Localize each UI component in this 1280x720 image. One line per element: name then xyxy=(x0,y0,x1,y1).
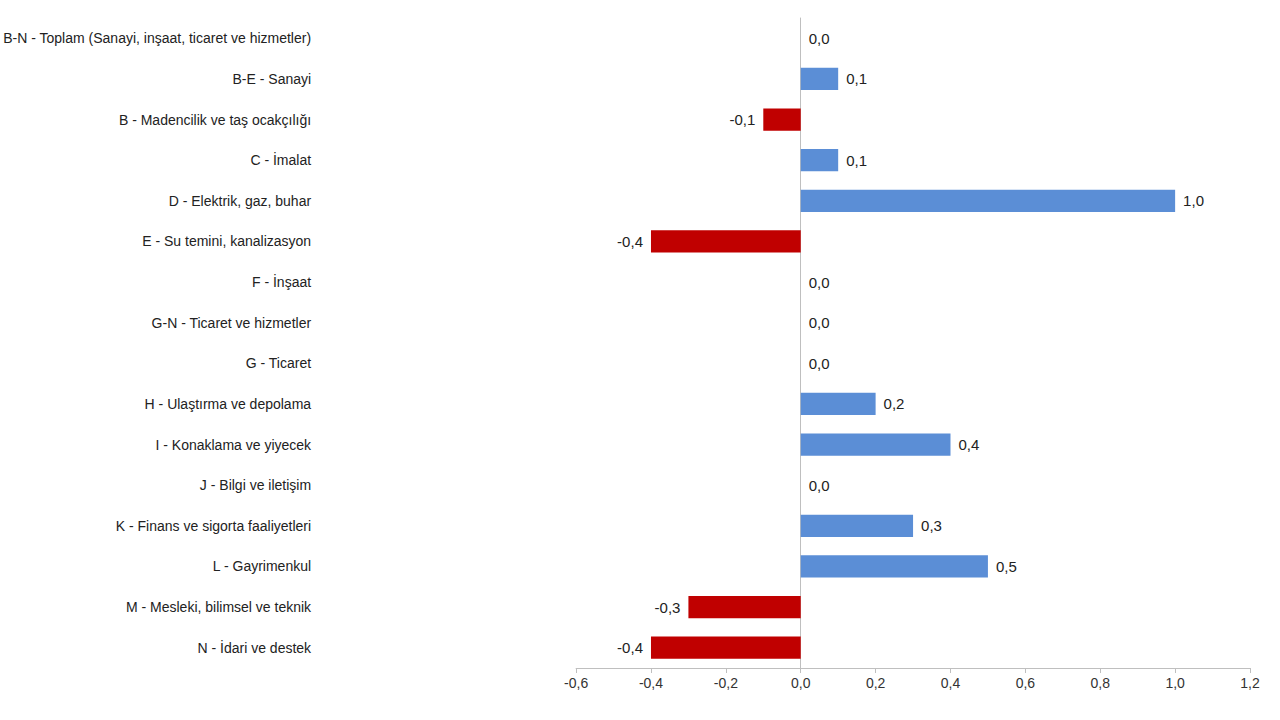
svg-text:B-N - Toplam (Sanayi, inşaat,: B-N - Toplam (Sanayi, inşaat, ticaret ve… xyxy=(3,30,311,46)
svg-text:G-N - Ticaret ve hizmetler: G-N - Ticaret ve hizmetler xyxy=(152,315,312,331)
svg-text:0,1: 0,1 xyxy=(846,152,867,169)
svg-text:0,6: 0,6 xyxy=(1016,675,1036,691)
svg-text:-0,4: -0,4 xyxy=(639,675,663,691)
svg-text:0,3: 0,3 xyxy=(921,517,942,534)
svg-text:0,2: 0,2 xyxy=(866,675,886,691)
svg-text:0,0: 0,0 xyxy=(791,675,811,691)
svg-text:0,0: 0,0 xyxy=(809,314,830,331)
svg-text:I - Konaklama ve yiyecek: I - Konaklama ve yiyecek xyxy=(155,437,312,453)
svg-text:D - Elektrik, gaz, buhar: D - Elektrik, gaz, buhar xyxy=(169,193,312,209)
svg-text:L - Gayrimenkul: L - Gayrimenkul xyxy=(213,558,311,574)
svg-text:0,4: 0,4 xyxy=(958,436,979,453)
svg-text:1,0: 1,0 xyxy=(1165,675,1185,691)
svg-text:M - Mesleki, bilimsel ve tekni: M - Mesleki, bilimsel ve teknik xyxy=(126,599,312,615)
svg-text:0,8: 0,8 xyxy=(1091,675,1111,691)
svg-text:G - Ticaret: G - Ticaret xyxy=(246,355,311,371)
svg-text:0,2: 0,2 xyxy=(884,395,905,412)
svg-text:-0,4: -0,4 xyxy=(617,639,643,656)
svg-text:-0,1: -0,1 xyxy=(729,111,755,128)
svg-text:0,0: 0,0 xyxy=(809,477,830,494)
svg-text:H - Ulaştırma ve depolama: H - Ulaştırma ve depolama xyxy=(145,396,312,412)
svg-text:E - Su temini, kanalizasyon: E - Su temini, kanalizasyon xyxy=(142,233,311,249)
svg-text:-0,3: -0,3 xyxy=(655,599,681,616)
svg-text:0,1: 0,1 xyxy=(846,70,867,87)
svg-text:0,5: 0,5 xyxy=(996,558,1017,575)
svg-text:C - İmalat: C - İmalat xyxy=(250,151,311,168)
svg-text:-0,2: -0,2 xyxy=(714,675,738,691)
svg-text:0,0: 0,0 xyxy=(809,30,830,47)
svg-text:F - İnşaat: F - İnşaat xyxy=(252,273,311,290)
svg-text:-0,4: -0,4 xyxy=(617,233,643,250)
svg-text:0,0: 0,0 xyxy=(809,274,830,291)
svg-text:-0,6: -0,6 xyxy=(564,675,588,691)
svg-text:N - İdari ve destek: N - İdari ve destek xyxy=(197,639,312,656)
svg-text:B - Madencilik ve taş ocakçılı: B - Madencilik ve taş ocakçılığı xyxy=(119,112,311,128)
svg-text:1,0: 1,0 xyxy=(1183,192,1204,209)
svg-text:J - Bilgi ve iletişim: J - Bilgi ve iletişim xyxy=(200,477,311,493)
svg-text:0,0: 0,0 xyxy=(809,355,830,372)
svg-text:K - Finans ve sigorta faaliyet: K - Finans ve sigorta faaliyetleri xyxy=(116,518,311,534)
svg-text:0,4: 0,4 xyxy=(941,675,961,691)
svg-text:1,2: 1,2 xyxy=(1240,675,1260,691)
svg-text:B-E - Sanayi: B-E - Sanayi xyxy=(233,71,312,87)
